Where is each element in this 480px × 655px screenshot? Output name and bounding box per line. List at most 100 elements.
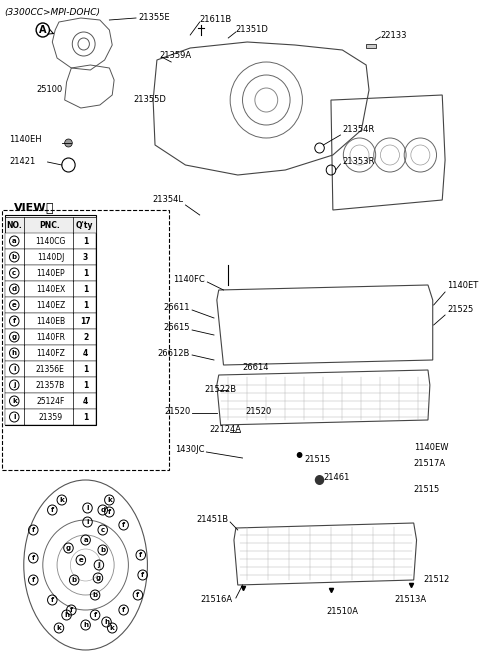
Text: b: b [100, 547, 105, 553]
Text: A: A [39, 25, 47, 35]
Text: 1: 1 [83, 236, 88, 246]
Text: g: g [96, 575, 100, 581]
Bar [5, 345, 96, 361]
Text: 22133: 22133 [381, 31, 407, 39]
Text: f: f [12, 318, 16, 324]
Text: 1430JC: 1430JC [175, 445, 204, 455]
Text: k: k [107, 497, 112, 503]
Text: f: f [94, 612, 96, 618]
Text: 4: 4 [83, 348, 88, 358]
Text: k: k [110, 625, 115, 631]
Circle shape [315, 475, 324, 485]
Text: 21461: 21461 [324, 474, 350, 483]
Bar [366, 44, 376, 48]
Text: a: a [12, 238, 17, 244]
Text: 21522B: 21522B [204, 386, 237, 394]
Text: 1: 1 [83, 301, 88, 310]
Bar [5, 409, 96, 425]
Text: 4: 4 [83, 396, 88, 405]
Text: e: e [78, 557, 83, 563]
Text: 21359: 21359 [38, 413, 62, 422]
Text: 21354R: 21354R [342, 126, 374, 134]
Text: (3300CC>MPI-DOHC): (3300CC>MPI-DOHC) [4, 8, 100, 17]
Text: 25124F: 25124F [36, 396, 65, 405]
Text: 1140EW: 1140EW [414, 443, 448, 453]
Text: f: f [122, 522, 125, 528]
Text: f: f [122, 607, 125, 613]
Bar [5, 377, 96, 393]
Text: f: f [141, 572, 144, 578]
Bar [5, 297, 96, 313]
Text: e: e [12, 302, 17, 308]
Text: 21611B: 21611B [200, 16, 232, 24]
Text: 21355E: 21355E [138, 14, 169, 22]
Text: d: d [12, 286, 17, 292]
Text: 21353R: 21353R [342, 157, 375, 166]
Text: Ⓐ: Ⓐ [46, 202, 53, 215]
Text: 21520: 21520 [245, 407, 272, 417]
Text: i: i [13, 366, 15, 372]
Text: i: i [86, 519, 89, 525]
Text: 21355D: 21355D [133, 96, 166, 105]
Text: 21525: 21525 [447, 305, 473, 314]
Text: 26611: 26611 [164, 303, 190, 312]
Text: f: f [51, 507, 54, 513]
Text: f: f [32, 577, 35, 583]
Text: 26612B: 26612B [158, 348, 190, 358]
Text: l: l [13, 414, 15, 420]
Text: 1: 1 [83, 413, 88, 422]
Text: 1: 1 [83, 269, 88, 278]
Text: 1140ET: 1140ET [447, 280, 478, 290]
Text: 26614: 26614 [242, 364, 269, 373]
Text: f: f [32, 555, 35, 561]
Text: 1140FC: 1140FC [173, 276, 204, 284]
Text: f: f [32, 527, 35, 533]
Text: PNC.: PNC. [39, 221, 60, 229]
Text: 1: 1 [83, 364, 88, 373]
Text: 1140FZ: 1140FZ [36, 348, 65, 358]
Text: 1140CG: 1140CG [35, 236, 66, 246]
Text: b: b [72, 577, 77, 583]
Text: 21515: 21515 [414, 485, 440, 495]
Bar [5, 281, 96, 297]
Text: b: b [12, 254, 17, 260]
Text: 21356E: 21356E [36, 364, 65, 373]
Text: d: d [100, 507, 105, 513]
Text: c: c [12, 270, 16, 276]
Text: f: f [70, 607, 73, 613]
Text: 1140EP: 1140EP [36, 269, 65, 278]
Text: f: f [139, 552, 142, 558]
Text: f: f [136, 592, 140, 598]
Text: 21517A: 21517A [414, 458, 446, 468]
Text: 21512: 21512 [423, 576, 449, 584]
Text: 25100: 25100 [36, 86, 62, 94]
Text: 3: 3 [83, 252, 88, 261]
Text: h: h [83, 622, 88, 628]
Text: f: f [51, 597, 54, 603]
Bar [5, 313, 96, 329]
Bar [5, 265, 96, 281]
Bar [5, 233, 96, 249]
Text: 1140EB: 1140EB [36, 316, 65, 326]
Text: 2: 2 [83, 333, 88, 341]
Text: 21510A: 21510A [326, 607, 359, 616]
Text: VIEW: VIEW [14, 203, 47, 213]
Text: 1140EZ: 1140EZ [36, 301, 65, 310]
Text: k: k [57, 625, 61, 631]
Text: 21354L: 21354L [152, 195, 183, 204]
Text: j: j [97, 562, 100, 568]
Text: h: h [104, 619, 109, 625]
Text: 21357B: 21357B [36, 381, 65, 390]
Text: 21520: 21520 [164, 407, 190, 417]
Text: Q'ty: Q'ty [76, 221, 94, 229]
Text: 21351D: 21351D [236, 26, 269, 35]
Circle shape [65, 139, 72, 147]
Text: 1140EH: 1140EH [10, 136, 42, 145]
Text: 1140FR: 1140FR [36, 333, 65, 341]
Text: h: h [12, 350, 17, 356]
Text: 21359A: 21359A [160, 50, 192, 60]
Circle shape [297, 452, 302, 458]
Text: g: g [12, 334, 17, 340]
Bar [5, 393, 96, 409]
Bar [5, 329, 96, 345]
